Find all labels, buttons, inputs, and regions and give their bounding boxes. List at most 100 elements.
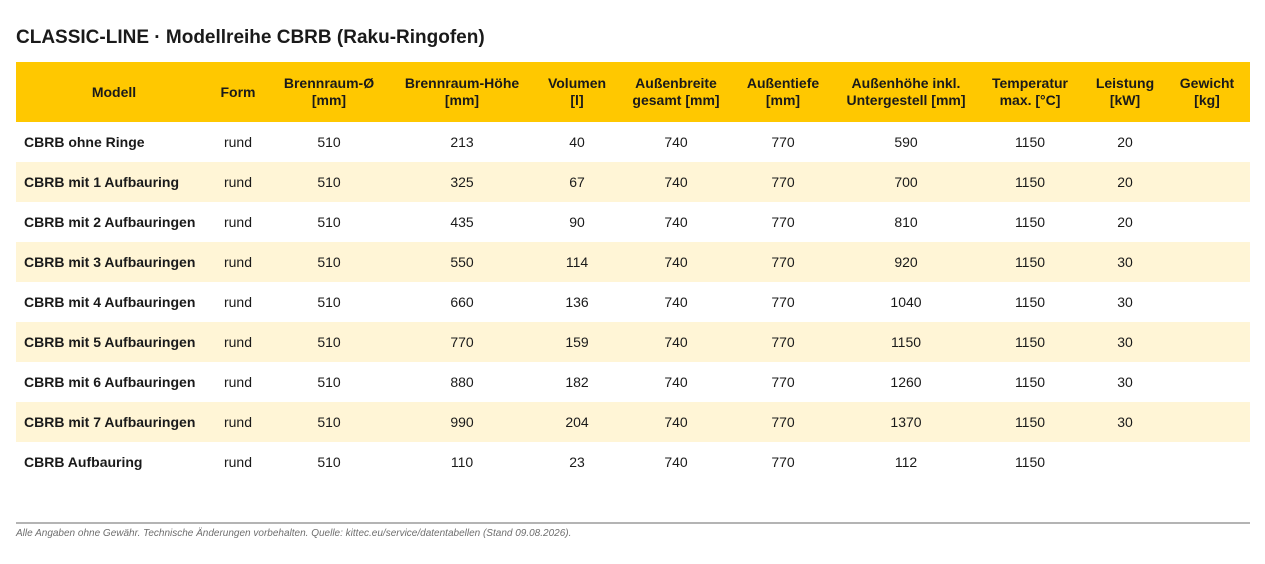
cell-leistung: 20 — [1117, 134, 1133, 150]
cell-volumen: 136 — [565, 294, 589, 310]
table-row: CBRB mit 4 Aufbauringen rund 510 660 136… — [16, 282, 1250, 322]
cell-aussentiefe: 770 — [771, 374, 795, 390]
cell-leistung: 30 — [1117, 334, 1133, 350]
cell-volumen: 114 — [565, 254, 589, 270]
cell-temperatur: 1150 — [1014, 454, 1046, 470]
cell-gewicht — [1164, 162, 1250, 202]
cell-aussenhoehe: 810 — [894, 214, 918, 230]
cell-leistung: 30 — [1117, 374, 1133, 390]
cell-gewicht — [1164, 322, 1250, 362]
cell-form: rund — [223, 214, 253, 230]
cell-form: rund — [223, 414, 253, 430]
cell-aussenbreite: 740 — [664, 254, 688, 270]
cell-aussenhoehe: 1150 — [890, 334, 922, 350]
cell-volumen: 159 — [565, 334, 589, 350]
cell-brennraum-durchmesser: 510 — [317, 294, 341, 310]
cell-brennraum-durchmesser: 510 — [317, 414, 341, 430]
table-header: Modell Form Brennraum-Ø [mm] Brennraum-H… — [16, 62, 1250, 122]
column-header-gewicht: Gewicht [kg] — [1179, 75, 1235, 108]
cell-aussenhoehe: 920 — [894, 254, 918, 270]
table-row: CBRB mit 7 Aufbauringen rund 510 990 204… — [16, 402, 1250, 442]
cell-modell: CBRB mit 2 Aufbauringen — [24, 214, 196, 230]
column-header-volumen: Volumen [l] — [547, 75, 607, 108]
cell-gewicht — [1164, 402, 1250, 442]
cell-temperatur: 1150 — [1014, 134, 1046, 150]
cell-aussentiefe: 770 — [771, 334, 795, 350]
cell-aussentiefe: 770 — [771, 294, 795, 310]
table-row: CBRB mit 5 Aufbauringen rund 510 770 159… — [16, 322, 1250, 362]
cell-temperatur: 1150 — [1014, 214, 1046, 230]
column-header-aussentiefe: Außentiefe [mm] — [746, 75, 820, 108]
header-row: Modell Form Brennraum-Ø [mm] Brennraum-H… — [16, 62, 1250, 122]
cell-brennraum-hoehe: 880 — [450, 374, 474, 390]
cell-modell: CBRB mit 5 Aufbauringen — [24, 334, 196, 350]
cell-aussenhoehe: 1370 — [890, 414, 922, 430]
column-header-modell: Modell — [91, 83, 137, 100]
cell-volumen: 67 — [569, 174, 585, 190]
cell-brennraum-durchmesser: 510 — [317, 254, 341, 270]
cell-modell: CBRB mit 7 Aufbauringen — [24, 414, 196, 430]
column-header-leistung: Leistung [kW] — [1095, 75, 1155, 108]
cell-brennraum-durchmesser: 510 — [317, 454, 341, 470]
cell-brennraum-hoehe: 550 — [450, 254, 474, 270]
cell-aussenbreite: 740 — [664, 294, 688, 310]
cell-brennraum-durchmesser: 510 — [317, 214, 341, 230]
cell-leistung: 30 — [1117, 414, 1133, 430]
table-row: CBRB Aufbauring rund 510 110 23 740 770 … — [16, 442, 1250, 482]
cell-form: rund — [223, 334, 253, 350]
cell-form: rund — [223, 374, 253, 390]
cell-brennraum-durchmesser: 510 — [317, 134, 341, 150]
cell-aussenbreite: 740 — [664, 334, 688, 350]
cell-temperatur: 1150 — [1014, 174, 1046, 190]
cell-volumen: 182 — [565, 374, 589, 390]
cell-gewicht — [1164, 202, 1250, 242]
cell-leistung: 30 — [1117, 254, 1133, 270]
cell-gewicht — [1164, 242, 1250, 282]
cell-modell: CBRB ohne Ringe — [24, 134, 145, 150]
table-body: CBRB ohne Ringe rund 510 213 40 740 770 … — [16, 122, 1250, 482]
cell-aussenhoehe: 1040 — [890, 294, 922, 310]
cell-brennraum-durchmesser: 510 — [317, 334, 341, 350]
cell-aussenbreite: 740 — [664, 414, 688, 430]
cell-brennraum-hoehe: 110 — [450, 454, 474, 470]
cell-aussenhoehe: 112 — [894, 454, 918, 470]
column-header-aussenbreite: Außenbreite gesamt [mm] — [632, 75, 720, 108]
cell-modell: CBRB mit 3 Aufbauringen — [24, 254, 196, 270]
cell-leistung: 30 — [1117, 294, 1133, 310]
cell-brennraum-hoehe: 435 — [450, 214, 474, 230]
cell-aussentiefe: 770 — [771, 174, 795, 190]
column-header-form: Form — [220, 83, 256, 100]
cell-aussenhoehe: 1260 — [890, 374, 922, 390]
cell-volumen: 204 — [565, 414, 589, 430]
cell-form: rund — [223, 254, 253, 270]
cell-aussentiefe: 770 — [771, 254, 795, 270]
cell-brennraum-hoehe: 660 — [450, 294, 474, 310]
cell-form: rund — [223, 174, 253, 190]
spec-table-container: Modell Form Brennraum-Ø [mm] Brennraum-H… — [16, 62, 1250, 482]
table-row: CBRB mit 6 Aufbauringen rund 510 880 182… — [16, 362, 1250, 402]
cell-temperatur: 1150 — [1014, 374, 1046, 390]
cell-brennraum-hoehe: 325 — [450, 174, 474, 190]
cell-brennraum-hoehe: 213 — [450, 134, 474, 150]
cell-aussenhoehe: 590 — [894, 134, 918, 150]
cell-brennraum-durchmesser: 510 — [317, 374, 341, 390]
cell-leistung: 20 — [1117, 174, 1133, 190]
footnote: Alle Angaben ohne Gewähr. Technische Änd… — [16, 528, 572, 539]
page-title: CLASSIC-LINE · Modellreihe CBRB (Raku-Ri… — [16, 27, 485, 48]
cell-gewicht — [1164, 362, 1250, 402]
cell-form: rund — [223, 294, 253, 310]
cell-aussentiefe: 770 — [771, 214, 795, 230]
cell-aussenbreite: 740 — [664, 454, 688, 470]
cell-gewicht — [1164, 442, 1250, 482]
cell-temperatur: 1150 — [1014, 254, 1046, 270]
cell-form: rund — [223, 134, 253, 150]
spec-table: Modell Form Brennraum-Ø [mm] Brennraum-H… — [16, 62, 1250, 482]
cell-gewicht — [1164, 122, 1250, 162]
cell-aussentiefe: 770 — [771, 134, 795, 150]
cell-temperatur: 1150 — [1014, 334, 1046, 350]
table-row: CBRB mit 3 Aufbauringen rund 510 550 114… — [16, 242, 1250, 282]
cell-gewicht — [1164, 282, 1250, 322]
cell-modell: CBRB mit 1 Aufbauring — [24, 174, 180, 190]
cell-aussenbreite: 740 — [664, 374, 688, 390]
cell-aussentiefe: 770 — [771, 414, 795, 430]
